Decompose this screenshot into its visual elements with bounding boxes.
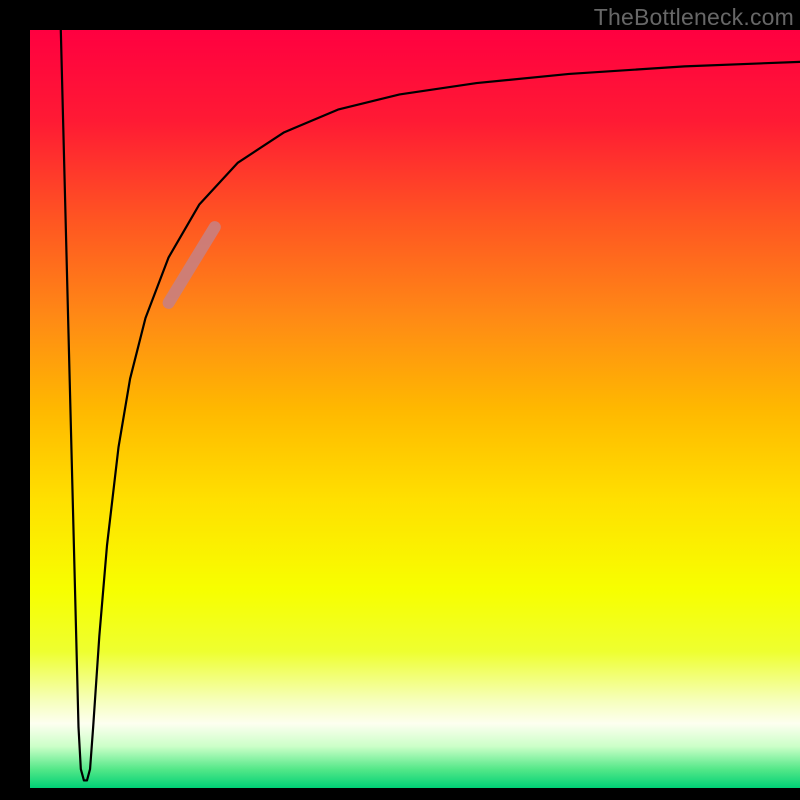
bottleneck-chart: [30, 30, 800, 788]
plot-background: [30, 30, 800, 788]
chart-container: { "watermark": { "text": "TheBottleneck.…: [0, 0, 800, 800]
watermark-text: TheBottleneck.com: [594, 4, 794, 31]
